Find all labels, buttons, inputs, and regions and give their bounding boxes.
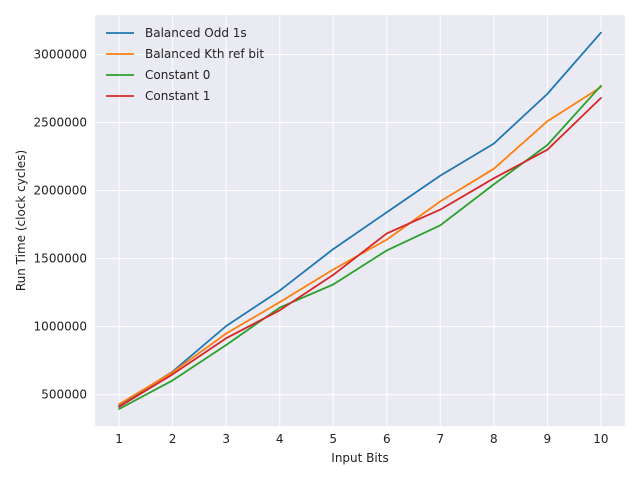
x-tick-label: 6 <box>383 432 391 446</box>
x-tick-label: 7 <box>436 432 444 446</box>
x-tick-label: 3 <box>222 432 230 446</box>
x-axis-label: Input Bits <box>331 451 388 465</box>
legend-label-constant-0: Constant 0 <box>145 68 210 82</box>
x-tick-label: 9 <box>544 432 552 446</box>
y-axis-label: Run Time (clock cycles) <box>14 150 28 291</box>
y-tick-label: 1000000 <box>34 320 87 334</box>
x-tick-label: 8 <box>490 432 498 446</box>
legend-label-balanced-odd-1s: Balanced Odd 1s <box>145 26 247 40</box>
series-line-balanced-odd-1s <box>118 31 602 407</box>
x-tick-label: 1 <box>115 432 123 446</box>
x-tick-label: 4 <box>276 432 284 446</box>
x-tick-label: 10 <box>593 432 608 446</box>
y-tick-label: 500000 <box>41 388 87 402</box>
y-tick-label: 1500000 <box>34 252 87 266</box>
legend: Balanced Odd 1s Balanced Kth ref bit Const… <box>106 26 264 103</box>
y-tick-labels: 500000 1000000 1500000 2000000 2500000 300000… <box>34 47 87 401</box>
legend-label-balanced-kth-ref-bit: Balanced Kth ref bit <box>145 47 264 61</box>
x-tick-labels: 1 2 3 4 5 6 7 8 9 10 <box>115 432 608 446</box>
y-tick-label: 2000000 <box>34 184 87 198</box>
series-group <box>118 31 602 410</box>
y-tick-label: 3000000 <box>34 47 87 61</box>
y-tick-label: 2500000 <box>34 116 87 130</box>
x-tick-label: 5 <box>329 432 337 446</box>
series-line-constant-1 <box>118 97 602 408</box>
legend-label-constant-1: Constant 1 <box>145 89 210 103</box>
plot-area <box>95 15 625 426</box>
grid <box>95 15 625 426</box>
x-tick-label: 2 <box>169 432 177 446</box>
